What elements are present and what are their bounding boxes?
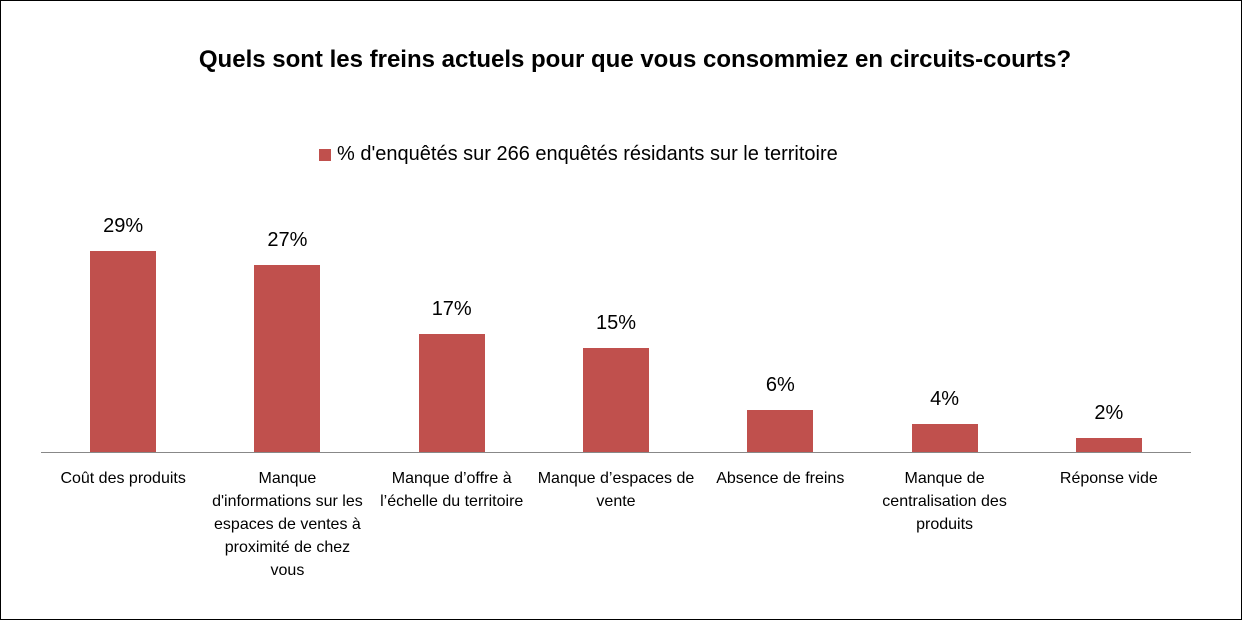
bar — [418, 334, 485, 452]
value-label: 6% — [765, 374, 795, 397]
value-label: 27% — [267, 228, 308, 251]
bar — [747, 410, 814, 452]
bar — [583, 348, 649, 452]
bar — [90, 251, 157, 452]
value-label: 17% — [431, 298, 472, 321]
x-tick-label: Absence de freins — [716, 470, 845, 487]
bar — [254, 264, 321, 452]
legend: % d'enquêtés sur 266 enquêtés résidants … — [319, 143, 838, 166]
value-label: 15% — [595, 312, 637, 335]
x-tick-label: Manque d'informations sur les espaces de… — [212, 470, 363, 579]
x-tick-label: Manque d’espaces de vente — [537, 470, 695, 510]
value-label: 4% — [930, 388, 960, 411]
chart-title: Quels sont les freins actuels pour que v… — [198, 46, 1072, 73]
value-label: 29% — [103, 215, 144, 238]
x-tick-label: Coût des produits — [60, 470, 186, 487]
value-label: 2% — [1094, 402, 1124, 425]
legend-label: % d'enquêtés sur 266 enquêtés résidants … — [337, 143, 838, 165]
x-axis — [41, 452, 1191, 453]
x-tick-label: Manque de centralisation des produits — [882, 470, 1007, 533]
legend-swatch — [319, 148, 331, 161]
bar — [911, 424, 978, 452]
bar — [1075, 438, 1142, 452]
x-tick-label: Manque d’offre à l’échelle du territoire — [380, 470, 524, 510]
x-tick-label: Réponse vide — [1059, 470, 1158, 487]
